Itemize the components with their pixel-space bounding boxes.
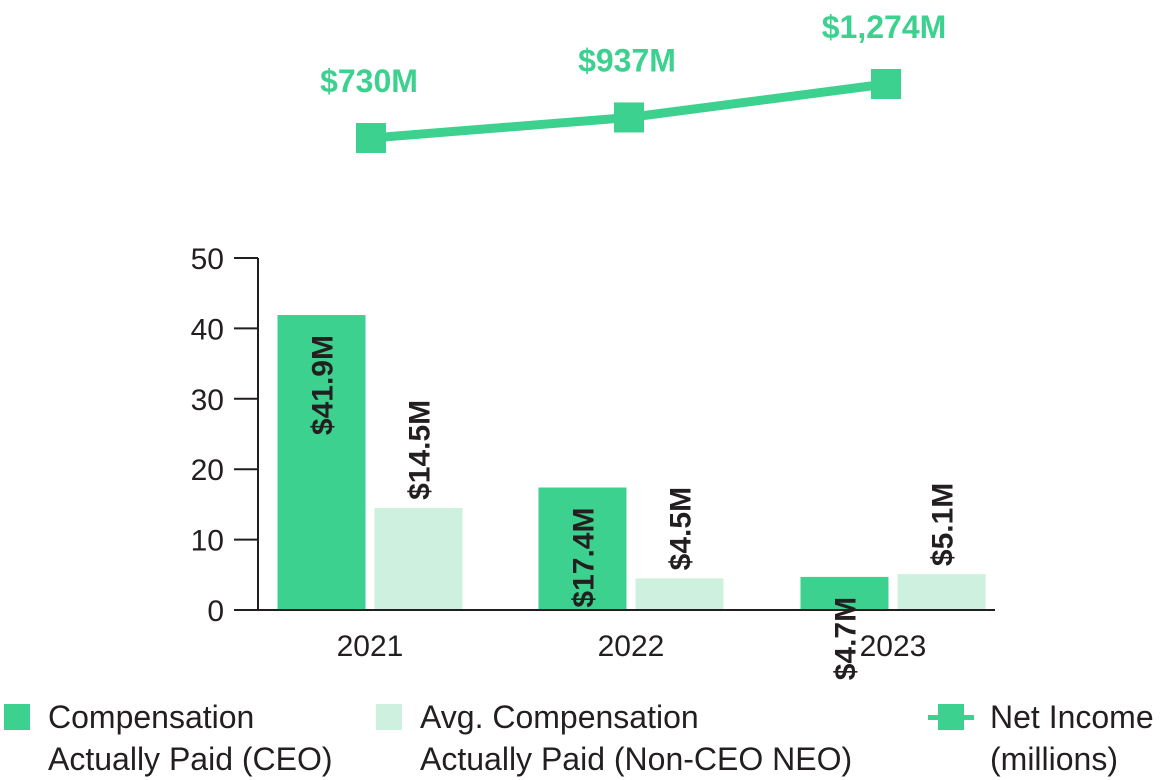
legend-ceo-line2: Actually Paid (CEO) [48, 741, 333, 777]
legend-neo-line1: Avg. Compensation [420, 699, 699, 735]
bar-value-label: $41.9M [307, 335, 340, 435]
bar-value-label: $5.1M [927, 483, 960, 566]
net-income-marker [356, 123, 386, 153]
x-tick-label: 2021 [337, 630, 404, 663]
bar-value-label: $4.5M [665, 487, 698, 570]
bar-value-label: $14.5M [404, 400, 437, 500]
legend-neo-line2: Actually Paid (Non-CEO NEO) [420, 741, 853, 777]
y-tick-label: 10 [191, 525, 224, 558]
net-income-marker [871, 69, 901, 99]
net-income-marker [614, 102, 644, 133]
legend-neo-swatch [376, 704, 402, 730]
legend-ceo-label: Compensation Actually Paid (CEO) [48, 696, 333, 780]
x-tick-label: 2022 [598, 630, 665, 663]
net-income-value-label: $937M [578, 42, 676, 78]
bar-neo [897, 574, 986, 610]
y-tick-label: 30 [191, 384, 224, 417]
bar-neo [635, 578, 724, 610]
y-tick-label: 40 [191, 313, 224, 346]
bar-ceo [800, 576, 889, 610]
bar-value-label: $17.4M [568, 508, 601, 608]
y-tick-label: 50 [191, 243, 224, 276]
legend-neo-label: Avg. Compensation Actually Paid (Non-CEO… [420, 696, 852, 780]
bar-neo [374, 507, 463, 610]
y-tick-label: 20 [191, 454, 224, 487]
legend-net-income-line1: Net Income [990, 699, 1154, 735]
net-income-value-label: $1,274M [822, 9, 947, 45]
x-tick-label: 2023 [860, 630, 927, 663]
legend-ceo-line1: Compensation [48, 699, 255, 735]
legend-ceo-swatch [4, 704, 30, 730]
bar-ceo [277, 315, 366, 610]
legend-net-income-marker [938, 704, 964, 730]
net-income-value-label: $730M [320, 63, 418, 99]
bar-ceo [538, 487, 627, 610]
y-tick-label: 0 [207, 595, 224, 628]
legend-net-income-label: Net Income (millions) [990, 696, 1154, 780]
legend-net-income-line2: (millions) [990, 741, 1118, 777]
